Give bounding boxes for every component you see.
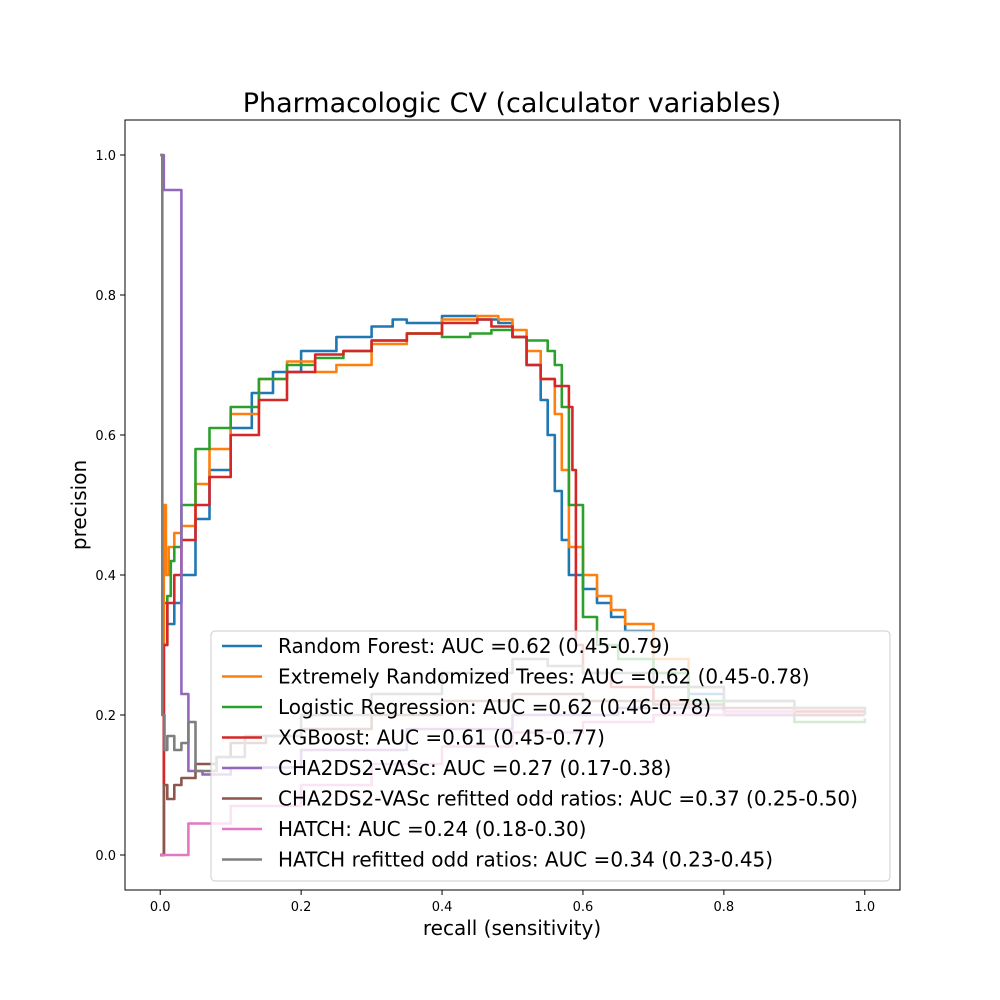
y-axis-label: precision (67, 460, 91, 550)
x-tick-label: 0.0 (150, 900, 171, 915)
x-tick-label: 0.8 (714, 900, 735, 915)
legend-box (210, 630, 891, 882)
y-tick-label: 0.6 (95, 429, 116, 444)
series-line-1 (160, 314, 867, 857)
legend-entry: HATCH: AUC =0.24 (0.18-0.30) (278, 817, 587, 841)
chart-title: Pharmacologic CV (calculator variables) (243, 88, 782, 119)
plot-frame (124, 119, 901, 891)
legend-entry: CHA2DS2-VASc: AUC =0.27 (0.17-0.38) (278, 756, 671, 780)
y-tick-label: 0.8 (95, 289, 116, 304)
x-tick-label: 0.6 (573, 900, 594, 915)
x-tick-label: 0.4 (432, 900, 453, 915)
legend-entry: XGBoost: AUC =0.61 (0.45-0.77) (278, 726, 605, 750)
legend-entry: Logistic Regression: AUC =0.62 (0.46-0.7… (278, 695, 711, 719)
x-axis-label: recall (sensitivity) (423, 916, 601, 940)
legend-entry: Extremely Randomized Trees: AUC =0.62 (0… (278, 665, 810, 689)
legend: Random Forest: AUC =0.62 (0.45-0.79) Extr… (210, 630, 891, 882)
y-tick-label: 1.0 (95, 149, 116, 164)
y-tick-label: 0.4 (95, 569, 116, 584)
y-tick-label: 0.2 (95, 709, 116, 724)
axis-ticks: 0.0 0.2 0.4 0.6 0.8 1.0 0.0 0.2 0.4 0.6 0.8 1.0 (95, 149, 875, 915)
x-tick-label: 0.2 (291, 900, 312, 915)
x-tick-label: 1.0 (854, 900, 875, 915)
legend-entry: HATCH refitted odd ratios: AUC =0.34 (0.… (278, 848, 773, 872)
y-tick-label: 0.0 (95, 849, 116, 864)
legend-entry: CHA2DS2-VASc refitted odd ratios: AUC =0… (278, 787, 858, 811)
legend-entry: Random Forest: AUC =0.62 (0.45-0.79) (278, 634, 670, 658)
